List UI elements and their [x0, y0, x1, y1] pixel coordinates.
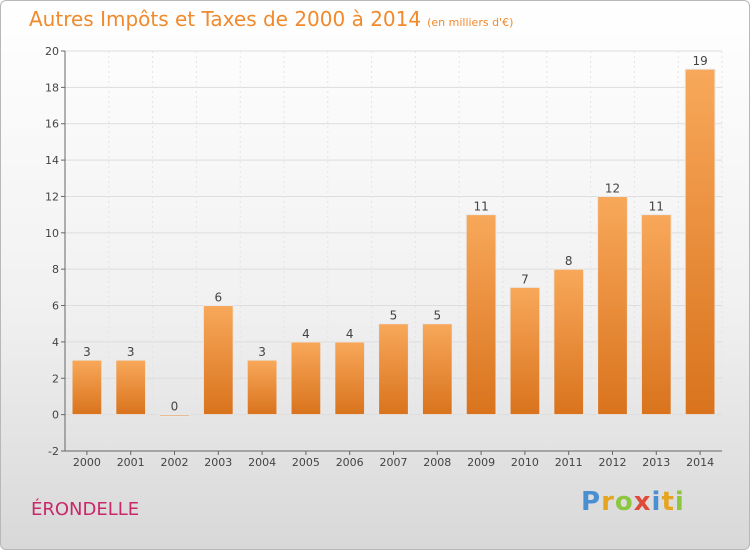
x-tick-label: 2007 [380, 456, 408, 469]
y-tick-label: 10 [45, 227, 59, 240]
logo-letter: r [601, 487, 615, 517]
y-tick-label: 2 [52, 372, 59, 385]
value-label: 11 [473, 200, 488, 214]
x-tick-label: 2011 [555, 456, 583, 469]
logo-letter: x [633, 487, 652, 517]
bar-2008 [421, 323, 453, 416]
bars [71, 68, 716, 417]
chart-title: Autres Impôts et Taxes de 2000 à 2014 (en… [29, 7, 513, 31]
y-tick-label: 20 [45, 45, 59, 58]
x-tick-label: 2002 [161, 456, 189, 469]
y-tick-label: -2 [48, 445, 59, 458]
logo-letter: o [614, 487, 634, 517]
y-tick-label: 18 [45, 81, 59, 94]
y-tick-label: 8 [52, 263, 59, 276]
y-tick-label: 6 [52, 300, 59, 313]
bar-2000 [71, 359, 103, 416]
y-tick-label: 12 [45, 190, 59, 203]
commune-name: ÉRONDELLE [31, 499, 140, 520]
value-label: 8 [565, 254, 573, 268]
logo-letter: i [651, 487, 662, 517]
y-tick-label: 0 [52, 409, 59, 422]
value-label: 3 [258, 345, 266, 359]
labels: 3 3 0 6 3 4 4 5 5 11 7 8 12 11 19 [83, 54, 708, 413]
title-unit: (en milliers d'€) [427, 16, 514, 29]
x-tick-label: 2014 [686, 456, 714, 469]
x-tick-label: 2001 [117, 456, 145, 469]
x-tick-label: 2010 [511, 456, 539, 469]
bar-2014 [684, 68, 716, 416]
value-label: 11 [649, 200, 664, 214]
logo-letter: P [581, 487, 602, 517]
bar-2011 [553, 268, 585, 416]
proxiti-logo: Proxiti [581, 487, 685, 517]
value-label: 6 [214, 291, 222, 305]
bar-2007 [378, 323, 409, 416]
axes: -2 0 2 4 6 8 10 12 14 16 18 20 2000 2001 2002 2003 2004 2… [45, 45, 722, 469]
bar-2001 [115, 359, 147, 416]
value-label: 19 [692, 54, 707, 68]
x-tick-label: 2012 [599, 456, 627, 469]
y-tick-label: 14 [45, 154, 59, 167]
bar-2003 [202, 305, 234, 416]
value-label: 0 [171, 400, 179, 414]
value-label: 3 [83, 345, 91, 359]
bar-2009 [465, 214, 497, 416]
value-label: 12 [605, 181, 620, 195]
bar-2012 [597, 195, 628, 416]
value-label: 5 [390, 309, 398, 323]
bar-2010 [509, 286, 541, 416]
value-label: 3 [127, 345, 135, 359]
value-label: 5 [433, 309, 441, 323]
value-label: 7 [521, 272, 529, 286]
logo-letter: i [674, 487, 685, 517]
bar-2004 [246, 359, 278, 416]
title-main: Autres Impôts et Taxes de 2000 à 2014 [29, 7, 422, 31]
x-tick-label: 2003 [204, 456, 232, 469]
x-tick-label: 2005 [292, 456, 320, 469]
x-tick-label: 2000 [73, 456, 101, 469]
value-label: 4 [346, 327, 354, 341]
logo-letter: t [661, 487, 675, 517]
bar-2013 [640, 214, 672, 416]
x-tick-label: 2004 [248, 456, 276, 469]
x-tick-label: 2008 [423, 456, 451, 469]
bar-2002 [159, 414, 190, 417]
value-label: 4 [302, 327, 310, 341]
x-tick-label: 2009 [467, 456, 495, 469]
bar-2006 [334, 341, 366, 416]
bar-2005 [290, 341, 322, 416]
x-tick-label: 2006 [336, 456, 364, 469]
y-tick-label: 4 [52, 336, 59, 349]
y-tick-label: 16 [45, 118, 59, 131]
x-tick-label: 2013 [642, 456, 670, 469]
